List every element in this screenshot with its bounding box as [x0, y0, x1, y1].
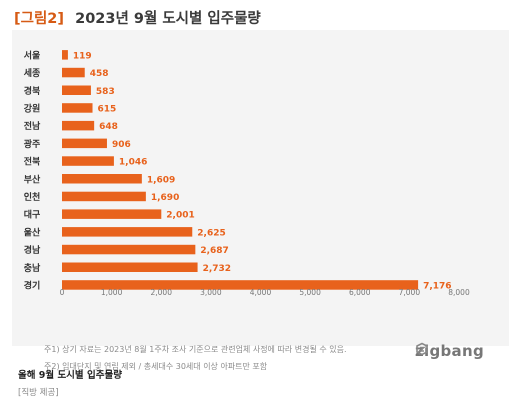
bar-경북: [62, 85, 91, 95]
bar-대구: [62, 209, 162, 219]
image-credit: [직방 제공]: [18, 388, 59, 398]
value-label: 2,001: [166, 211, 194, 221]
logo-text: zigbang: [415, 342, 484, 360]
value-label: 458: [90, 69, 109, 79]
x-tick-label: 0: [60, 288, 65, 297]
chart-notes: 주1) 상기 자료는 2023년 8월 1주차 조사 기준으로 관련업체 사정에…: [44, 341, 347, 375]
category-label: 대구: [24, 209, 41, 221]
category-label: 서울: [24, 49, 41, 61]
note-1: 주1) 상기 자료는 2023년 8월 1주차 조사 기준으로 관련업체 사정에…: [44, 345, 347, 354]
note-2: 주2) 임대단지 및 연립 제외 / 총세대수 30세대 이상 아파트만 포함: [44, 362, 268, 371]
value-label: 119: [73, 51, 92, 61]
x-tick-label: 2,000: [151, 288, 173, 297]
category-label: 경기: [24, 279, 41, 291]
value-label: 1,690: [151, 193, 179, 203]
bar-인천: [62, 191, 146, 202]
category-label: 세종: [24, 67, 41, 79]
bar-전북: [62, 156, 114, 166]
category-label: 울산: [24, 226, 41, 238]
bar-전남: [62, 120, 95, 131]
value-label: 583: [96, 87, 115, 97]
bar-부산: [62, 174, 142, 184]
category-label: 강원: [24, 102, 41, 114]
category-label: 인천: [24, 192, 41, 203]
value-label: 1,609: [147, 175, 175, 185]
bar-chart: 서울 119 세종 458 경북 583 강원 615 전남 648 광주 906 전북 1,046 부산 1…: [24, 49, 470, 297]
bar-강원: [62, 103, 93, 113]
bar-서울: [62, 50, 68, 60]
category-label: 경북: [24, 85, 41, 97]
bar-광주: [62, 138, 107, 149]
bar-울산: [62, 227, 193, 237]
value-label: 2,625: [197, 228, 225, 238]
zigbang-logo: zigbang: [415, 342, 484, 360]
category-label: 전북: [24, 156, 41, 168]
category-label: 부산: [24, 173, 41, 185]
chart-title: [그림2] 2023년 9월 도시별 입주물량: [14, 7, 261, 28]
category-label: 전남: [24, 120, 41, 132]
x-tick-label: 4,000: [250, 288, 272, 297]
x-tick-label: 5,000: [299, 288, 321, 297]
bar-충남: [62, 262, 198, 272]
x-tick-label: 6,000: [349, 288, 371, 297]
value-label: 648: [99, 122, 118, 132]
x-tick-label: 3,000: [200, 288, 222, 297]
value-label: 2,687: [200, 246, 228, 256]
x-tick-label: 7,000: [399, 288, 421, 297]
bar-세종: [62, 67, 85, 78]
value-label: 7,176: [423, 281, 451, 291]
x-tick-label: 1,000: [101, 288, 123, 297]
category-label: 광주: [24, 138, 41, 150]
figure-label: [그림2]: [14, 11, 65, 27]
category-label: 충남: [24, 262, 41, 274]
zigbang-logo-icon: [416, 342, 428, 356]
bar-경기: [62, 280, 419, 290]
value-label: 1,046: [119, 158, 147, 168]
category-label: 경남: [24, 244, 41, 256]
value-label: 2,732: [203, 264, 231, 274]
chart-panel: 서울 119 세종 458 경북 583 강원 615 전남 648 광주 906 전북 1,046 부산 1…: [12, 30, 509, 371]
chart-title-text: 2023년 9월 도시별 입주물량: [75, 11, 261, 27]
value-label: 906: [112, 140, 131, 150]
value-label: 615: [98, 104, 117, 114]
image-caption: 올해 9월 도시별 입주물량: [18, 370, 122, 381]
x-tick-label: 8,000: [448, 288, 470, 297]
bar-경남: [62, 244, 196, 255]
